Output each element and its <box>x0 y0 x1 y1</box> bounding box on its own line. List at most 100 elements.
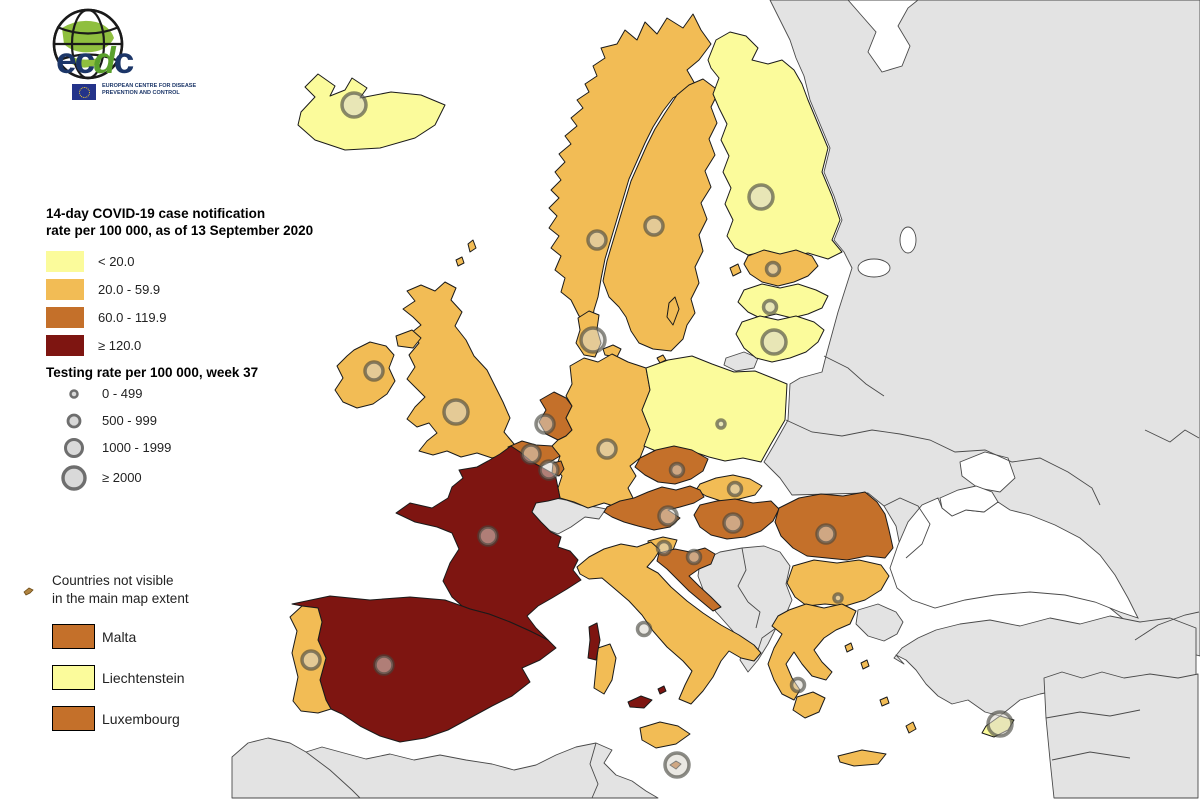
testing-circle-poland <box>715 418 727 430</box>
country-austria <box>603 485 705 531</box>
testing-circle-greece <box>789 676 807 694</box>
island-corsica <box>587 622 601 661</box>
country-middle-east <box>1043 671 1199 799</box>
testing-circle-austria <box>657 505 679 527</box>
border-russia-internal <box>1144 429 1200 443</box>
label-lt20: < 20.0 <box>98 253 135 269</box>
testing-circle-spain <box>373 654 395 676</box>
island-orkney <box>455 256 465 267</box>
border-belarus-ukraine <box>785 419 901 437</box>
testing-circle-slovakia <box>726 480 744 498</box>
country-poland <box>641 355 788 463</box>
not-visible-row-liechtenstein: Liechtenstein <box>52 665 294 691</box>
island-aegean-2 <box>860 659 870 670</box>
white-sea <box>847 0 919 73</box>
country-denmark-islands <box>602 344 622 358</box>
country-greece <box>767 603 857 701</box>
testing-circle-croatia <box>685 548 703 566</box>
island-mallorca <box>627 695 653 709</box>
country-latvia <box>737 283 829 319</box>
testing-class-legend: 0 - 499 500 - 999 1000 - 1999 ≥ 2000 <box>46 380 376 494</box>
island-sicily <box>639 721 691 749</box>
testing-circle-czechia <box>668 461 686 479</box>
label-gte120: ≥ 120.0 <box>98 337 142 353</box>
crimea <box>939 485 999 517</box>
map-legend: 14-day COVID-19 case notification rate p… <box>46 205 376 494</box>
testing-circle-latvia <box>761 298 779 316</box>
country-greece-peloponnese <box>792 691 826 719</box>
inland-seas <box>847 0 1139 619</box>
country-north-africa <box>231 737 659 799</box>
swatch-60-119 <box>46 306 84 328</box>
country-turkey-thrace <box>855 603 904 642</box>
black-sea <box>889 497 1139 619</box>
circle-icon-1000-1999 <box>64 437 84 458</box>
country-finland <box>707 31 843 260</box>
testing-circle-ireland <box>363 360 385 382</box>
testing-rate-circles <box>300 91 1014 779</box>
swatch-20-59 <box>46 278 84 300</box>
legend-title: 14-day COVID-19 case notification rate p… <box>46 205 376 239</box>
island-shetland <box>467 239 477 253</box>
swatch-gte120 <box>46 334 84 356</box>
label-500-999: 500 - 999 <box>102 413 157 429</box>
testing-circle-luxembourg <box>538 459 560 481</box>
testing-circle-italy <box>635 620 653 638</box>
label-0-499: 0 - 499 <box>102 386 143 402</box>
island-rhodes <box>905 721 917 734</box>
ecdc-wordmark: ecdc <box>56 40 134 81</box>
swatch-malta <box>52 624 95 650</box>
legend-row-60-119: 60.0 - 119.9 <box>46 303 376 331</box>
label-malta: Malta <box>102 628 137 645</box>
label-liechtenstein: Liechtenstein <box>102 669 185 686</box>
not-visible-row-luxembourg: Luxembourg <box>52 706 294 732</box>
country-uk-northern-ireland <box>395 329 422 349</box>
border-moldova <box>883 497 931 559</box>
not-visible-title-line2: in the main map extent <box>52 591 189 607</box>
testing-legend-title: Testing rate per 100 000, week 37 <box>46 365 259 381</box>
testing-circle-netherlands <box>534 413 556 435</box>
label-20-59: 20.0 - 59.9 <box>98 281 161 297</box>
label-gte2000: ≥ 2000 <box>102 470 142 486</box>
testing-circle-belgium <box>520 443 542 465</box>
label-1000-1999: 1000 - 1999 <box>102 440 172 456</box>
border-bosnia-serbia <box>737 547 749 603</box>
nonreporting-countries <box>231 0 1200 799</box>
testing-row-1000-1999: 1000 - 1999 <box>46 434 376 461</box>
legend-title-line2: rate per 100 000, as of 13 September 202… <box>46 223 314 239</box>
not-visible-title-line1: Countries not visible <box>52 573 174 588</box>
swatch-lt20 <box>46 250 84 272</box>
island-bornholm <box>656 354 667 364</box>
malta-mini-shape-icon <box>14 572 52 608</box>
swatch-luxembourg <box>52 706 95 732</box>
border-belarus-russia <box>823 355 885 397</box>
testing-circle-cyprus <box>986 710 1014 738</box>
gray-internal-borders <box>305 355 1200 799</box>
island-sardinia <box>593 643 617 695</box>
testing-circle-france <box>477 525 499 547</box>
lake-onega <box>899 226 917 254</box>
island-gotland <box>666 296 680 326</box>
testing-circle-portugal <box>300 649 322 671</box>
legend-title-line1: 14-day COVID-19 case notification <box>46 206 266 221</box>
testing-circle-slovenia <box>655 539 673 557</box>
testing-circle-finland <box>747 183 775 211</box>
ecdc-globe-icon <box>52 8 124 80</box>
label-luxembourg: Luxembourg <box>102 710 180 727</box>
testing-circle-uk <box>442 398 470 426</box>
country-sweden <box>602 78 720 352</box>
country-bulgaria <box>786 559 890 607</box>
testing-circle-norway <box>586 229 608 251</box>
ecdc-logo: ecdc European Centre for Disease Prevent… <box>42 4 222 114</box>
border-morocco-algeria <box>305 751 361 799</box>
testing-circle-iceland <box>340 91 368 119</box>
island-aegean-3 <box>879 696 890 707</box>
island-saaremaa <box>729 263 742 277</box>
legend-row-lt20: < 20.0 <box>46 247 376 275</box>
border-algeria-tunisia <box>589 742 599 799</box>
sea-of-azov <box>959 451 1016 493</box>
country-kaliningrad <box>723 351 759 372</box>
country-romania <box>774 491 894 561</box>
